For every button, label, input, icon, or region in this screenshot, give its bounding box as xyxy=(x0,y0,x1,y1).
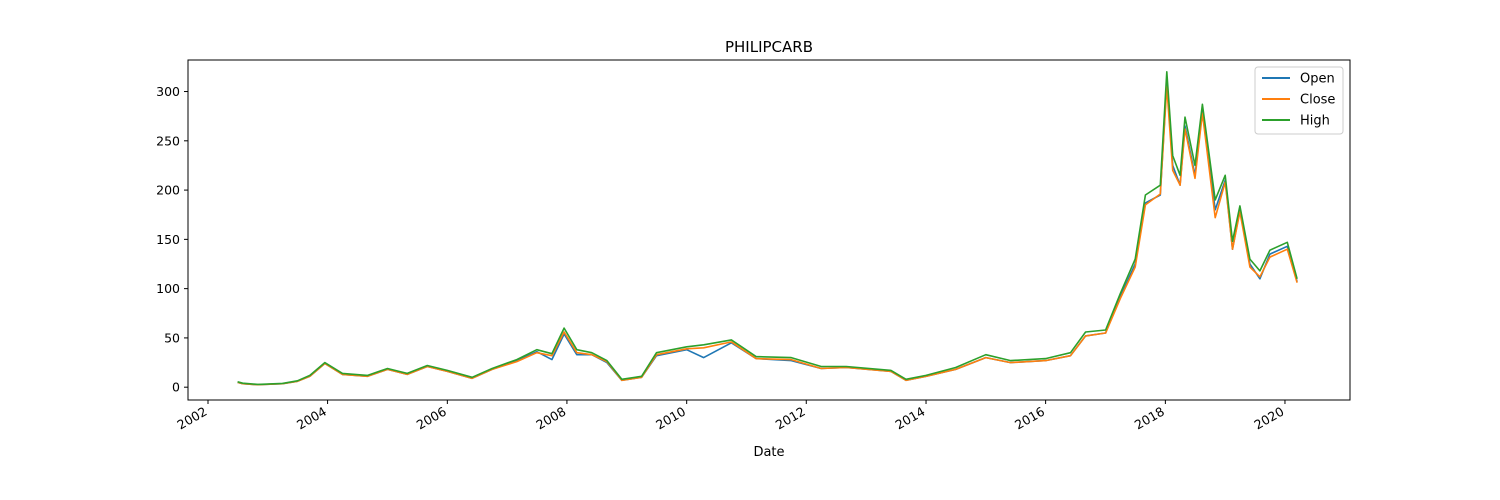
y-tick-label: 100 xyxy=(156,281,180,296)
legend-label-high: High xyxy=(1300,114,1330,129)
plot-frame xyxy=(187,59,1351,401)
series-line-close xyxy=(237,85,1298,386)
legend-label-open: Open xyxy=(1300,72,1335,87)
legend-label-close: Close xyxy=(1300,93,1335,108)
series-layer xyxy=(237,71,1298,386)
legend-box xyxy=(1254,66,1344,135)
x-axis-label: Date xyxy=(753,445,784,460)
legend: Open Close High xyxy=(1254,66,1344,135)
series-line-high xyxy=(237,71,1298,386)
y-tick-label: 150 xyxy=(156,232,180,247)
y-tick-label: 200 xyxy=(156,183,180,198)
y-tick-label: 250 xyxy=(156,133,180,148)
y-axis: 0 50 100 150 200 250 300 xyxy=(156,84,188,395)
y-tick-label: 50 xyxy=(164,330,180,345)
chart-title: PHILIPCARB xyxy=(725,38,813,56)
y-tick-label: 0 xyxy=(172,380,180,395)
y-tick-label: 300 xyxy=(156,84,180,99)
